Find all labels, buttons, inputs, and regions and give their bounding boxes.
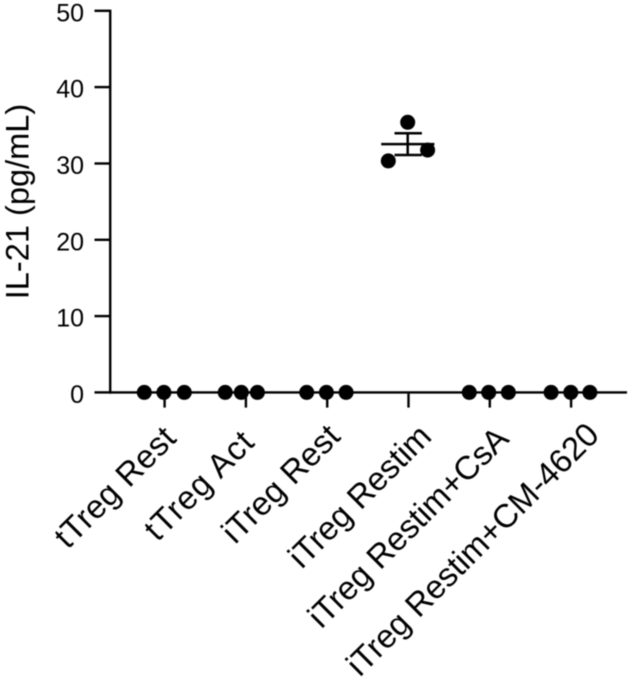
svg-text:0: 0: [70, 381, 84, 409]
svg-text:20: 20: [56, 228, 84, 256]
svg-text:IL-21 (pg/mL): IL-21 (pg/mL): [0, 104, 35, 300]
svg-text:30: 30: [56, 152, 84, 180]
svg-text:50: 50: [56, 0, 84, 27]
svg-text:10: 10: [56, 305, 84, 333]
svg-text:40: 40: [56, 76, 84, 104]
